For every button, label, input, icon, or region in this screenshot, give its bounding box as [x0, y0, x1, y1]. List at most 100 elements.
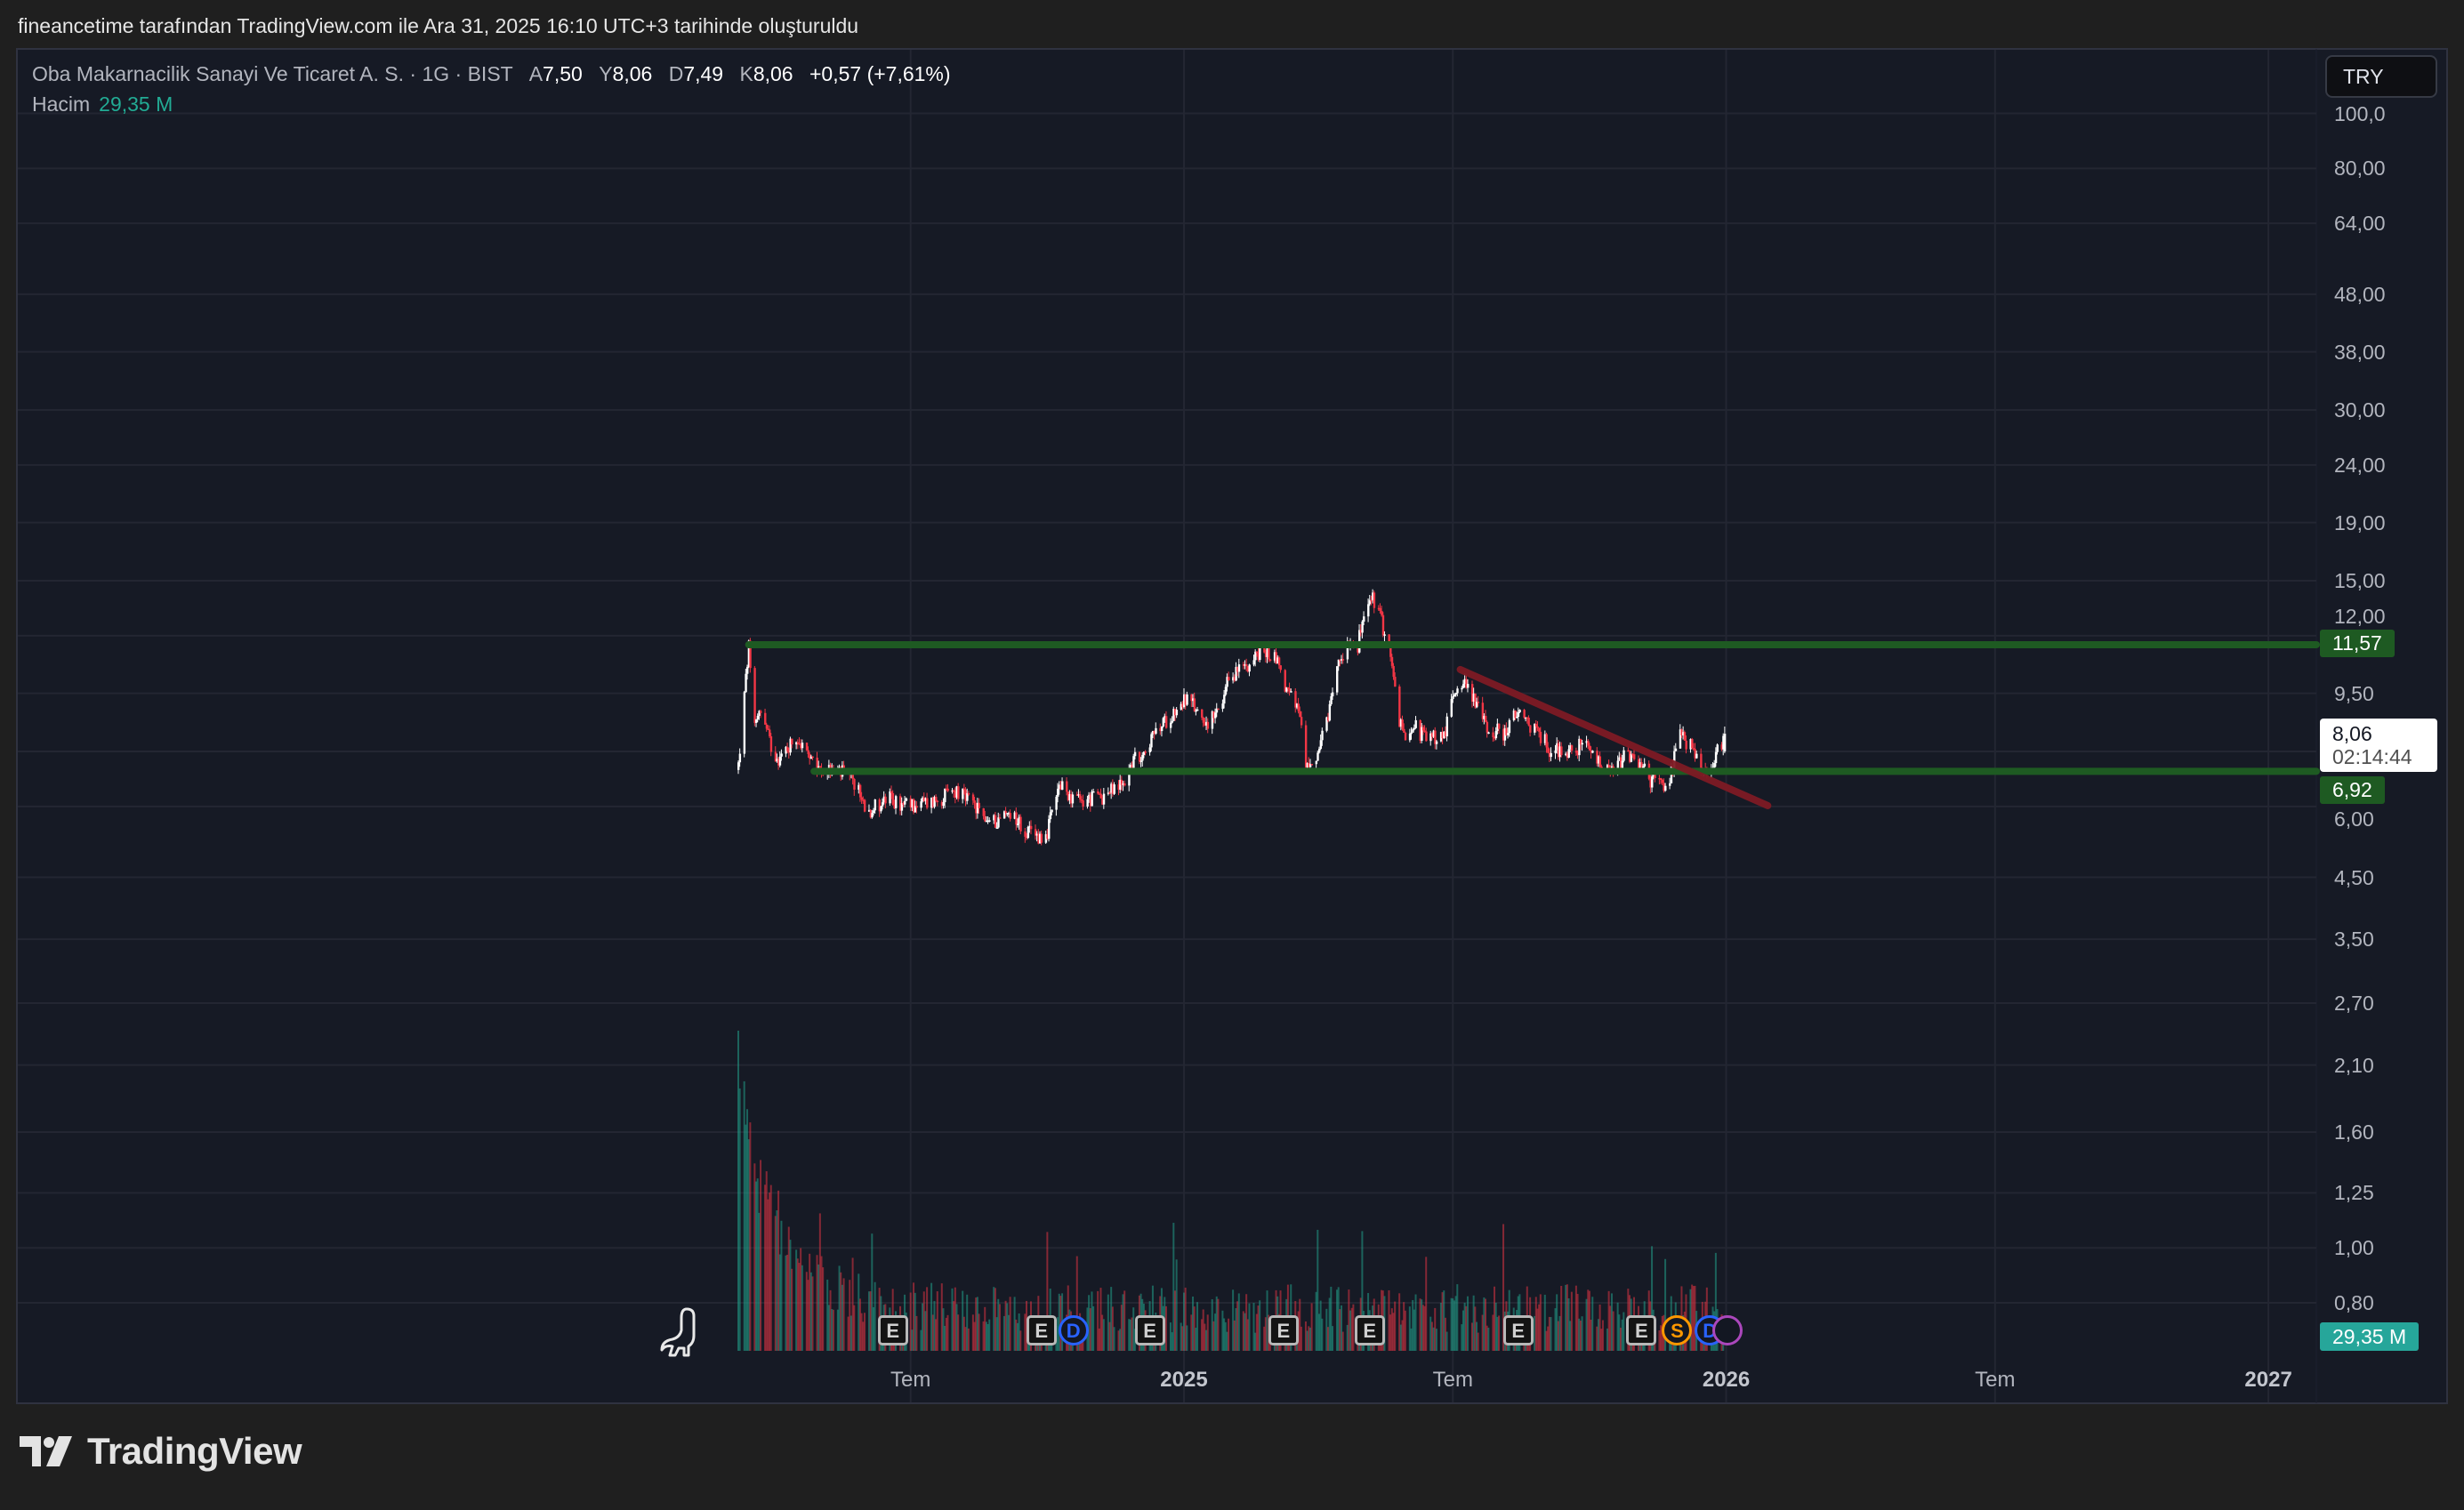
price-tick-label: 24,00 [2334, 453, 2386, 477]
candle-body [816, 758, 818, 773]
volume-bar [1570, 1291, 1573, 1351]
volume-bar [962, 1290, 964, 1351]
candle-body [1649, 778, 1652, 788]
candle-body [1633, 754, 1636, 759]
candle-body [1306, 762, 1309, 767]
volume-bar [1006, 1303, 1009, 1351]
volume-bar [1113, 1327, 1115, 1351]
volume-bar [922, 1291, 925, 1351]
earnings-marker[interactable]: E [1354, 1315, 1385, 1345]
candle-body [1051, 809, 1053, 813]
candle-body [986, 820, 989, 823]
volume-bar [1300, 1326, 1302, 1351]
volume-bar [1421, 1299, 1423, 1351]
earnings-marker[interactable]: E [1268, 1315, 1299, 1345]
candle-body [1276, 657, 1279, 664]
volume-bar [1398, 1293, 1401, 1351]
dino-icon[interactable] [660, 1307, 696, 1357]
volume-label[interactable]: Hacim [32, 92, 91, 116]
candle-body [1445, 716, 1448, 737]
trend-line [1456, 665, 1772, 809]
symbol-name[interactable]: Oba Makarnacilik Sanayi Ve Ticaret A. S.… [32, 62, 513, 85]
candle-body [1716, 744, 1719, 752]
volume-bar [774, 1216, 777, 1351]
price-tick-label: 2,70 [2334, 992, 2374, 1016]
volume-bar [853, 1305, 856, 1351]
candle-body [982, 807, 985, 816]
tradingview-logo[interactable]: TradingView [20, 1430, 302, 1473]
candle-body [862, 799, 865, 801]
candle-body [895, 796, 898, 808]
candle-body [951, 790, 954, 792]
volume-bar [1019, 1330, 1022, 1351]
candle-body [1201, 709, 1204, 718]
volume-bar [874, 1281, 876, 1351]
price-tick-label: 80,00 [2334, 157, 2386, 181]
volume-bar [1609, 1305, 1612, 1351]
candle-body [1597, 756, 1600, 764]
volume-bar [1003, 1315, 1005, 1351]
candle-body [993, 815, 995, 821]
candle-body [1720, 744, 1723, 750]
earnings-marker[interactable]: E [1626, 1315, 1657, 1345]
volume-bar [1534, 1297, 1537, 1351]
candle-body [1461, 687, 1463, 690]
volume-bar [1567, 1297, 1570, 1351]
candle-body [1485, 715, 1487, 722]
candle-body [778, 756, 782, 766]
volume-bar [867, 1291, 870, 1351]
volume-bar [1215, 1296, 1218, 1351]
volume-bar [1361, 1231, 1364, 1351]
candle-body [1630, 753, 1633, 762]
dividend-marker[interactable]: D [1058, 1315, 1089, 1345]
candle-body [1494, 731, 1498, 739]
currency-button[interactable]: TRY [2325, 55, 2437, 98]
time-tick-label: 2026 [1702, 1368, 1751, 1392]
candle-body [913, 799, 915, 813]
earnings-marker[interactable]: E [877, 1315, 908, 1345]
candle-body [1619, 757, 1623, 769]
volume-bar [1164, 1305, 1167, 1351]
volume-bar [1088, 1295, 1091, 1351]
candle-body [1581, 743, 1583, 745]
candle-body [756, 716, 760, 720]
volume-bar [1108, 1321, 1111, 1351]
candle-body [1523, 710, 1526, 718]
earnings-marker[interactable]: E [1134, 1315, 1165, 1345]
volume-bar [1483, 1297, 1486, 1351]
candle-body [1517, 711, 1520, 717]
earnings-marker[interactable]: E [1026, 1315, 1057, 1345]
drawings[interactable] [745, 640, 2320, 809]
volume-bar [1175, 1259, 1178, 1351]
earnings-marker[interactable]: E [1502, 1315, 1534, 1345]
volume-bar [850, 1315, 852, 1351]
volume-bar [1321, 1318, 1324, 1351]
candle-body [1101, 798, 1104, 805]
event-marker[interactable] [1712, 1315, 1743, 1345]
candle-body [1066, 781, 1068, 792]
volume-bar [807, 1280, 809, 1351]
volume-bar [1454, 1296, 1457, 1351]
volume-bar [1399, 1324, 1402, 1351]
candle-body [1413, 727, 1416, 730]
candle-body [1341, 659, 1343, 661]
volume-bar [1024, 1313, 1027, 1351]
price-tick-label: 4,50 [2334, 865, 2374, 889]
candle-body [1244, 663, 1246, 666]
candle-body [1237, 664, 1241, 672]
volume-bar [984, 1306, 986, 1351]
candle-body [1310, 764, 1314, 766]
candle-body [1618, 757, 1621, 761]
volume-bar [1565, 1284, 1567, 1351]
volume-bar [1336, 1289, 1339, 1351]
candle-body [1695, 753, 1698, 759]
volume-bar [1228, 1318, 1230, 1351]
price-tick-label: 38,00 [2334, 340, 2386, 364]
volume-bar [1132, 1307, 1135, 1351]
candle-body [1465, 679, 1468, 688]
split-marker[interactable]: S [1662, 1315, 1693, 1345]
volume-bar [767, 1199, 769, 1351]
candle-body [1150, 734, 1153, 748]
volume-bar [860, 1313, 863, 1351]
